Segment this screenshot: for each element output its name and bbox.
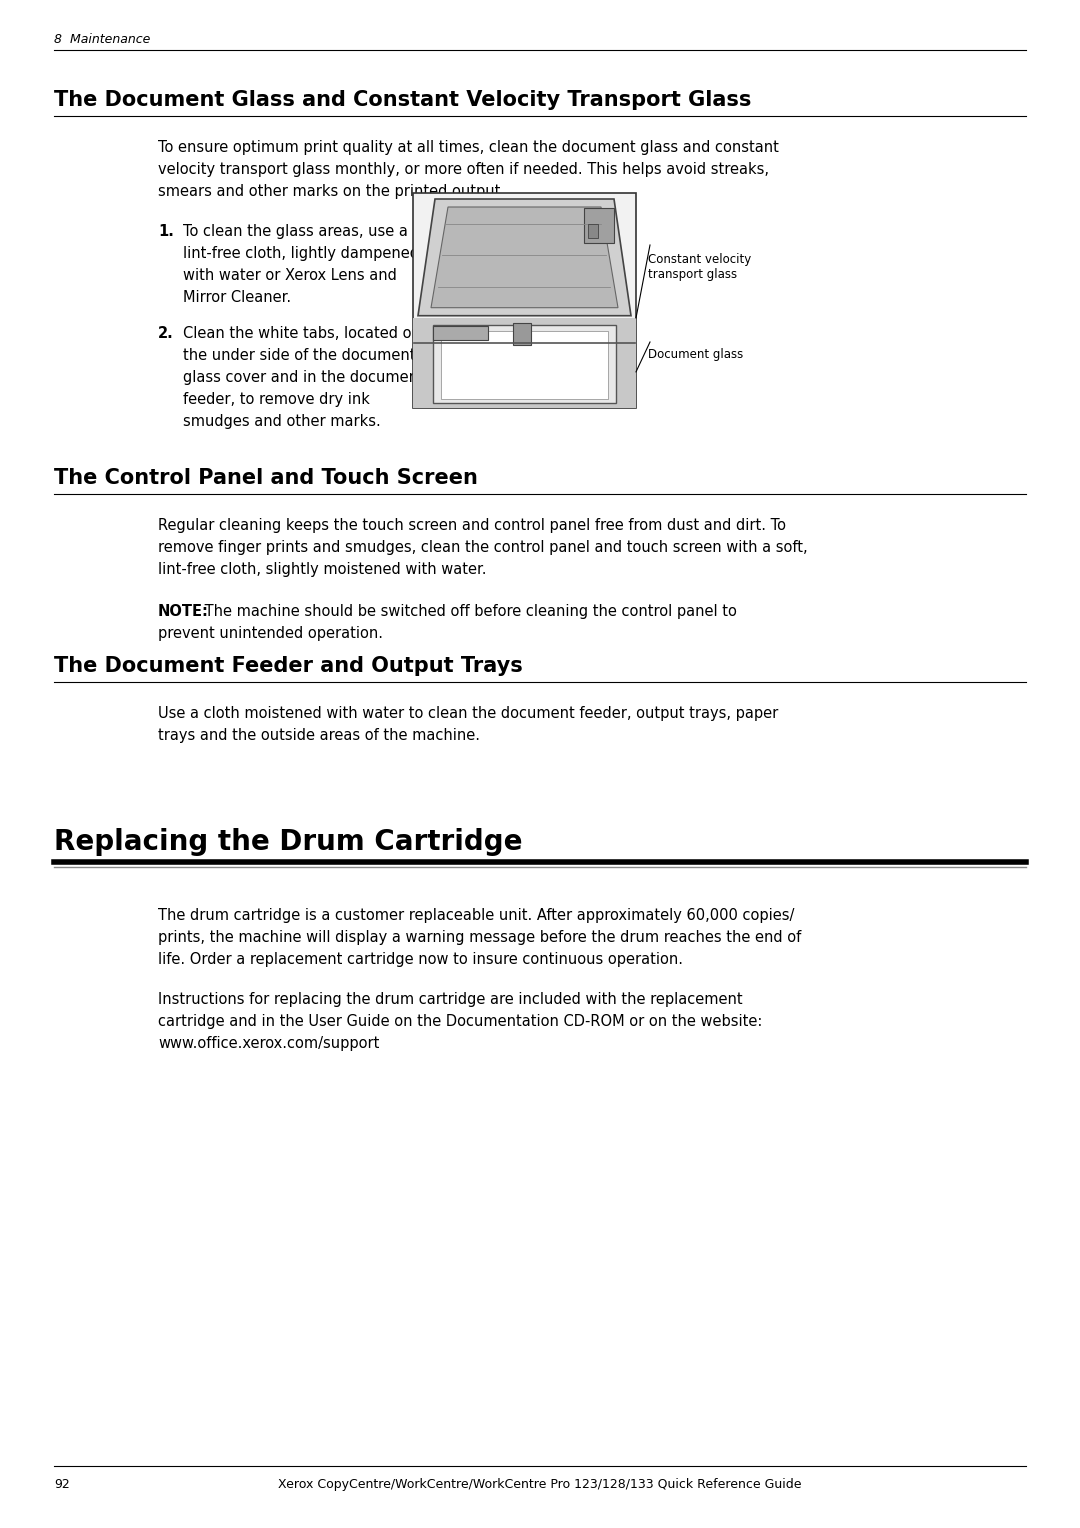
Bar: [433, 327, 488, 341]
Text: To ensure optimum print quality at all times, clean the document glass and const: To ensure optimum print quality at all t…: [158, 141, 779, 154]
Text: Use a cloth moistened with water to clean the document feeder, output trays, pap: Use a cloth moistened with water to clea…: [158, 706, 779, 721]
Text: Instructions for replacing the drum cartridge are included with the replacement: Instructions for replacing the drum cart…: [158, 992, 743, 1007]
Text: transport glass: transport glass: [648, 267, 738, 281]
Text: www.office.xerox.com/support: www.office.xerox.com/support: [158, 1036, 379, 1051]
Text: lint-free cloth, slightly moistened with water.: lint-free cloth, slightly moistened with…: [158, 562, 486, 578]
Text: remove finger prints and smudges, clean the control panel and touch screen with : remove finger prints and smudges, clean …: [158, 539, 808, 555]
Text: The Control Panel and Touch Screen: The Control Panel and Touch Screen: [54, 468, 477, 487]
Bar: [413, 318, 636, 408]
Text: 92: 92: [54, 1478, 70, 1491]
Text: trays and the outside areas of the machine.: trays and the outside areas of the machi…: [158, 727, 480, 743]
Text: Document glass: Document glass: [648, 348, 743, 361]
Text: The drum cartridge is a customer replaceable unit. After approximately 60,000 co: The drum cartridge is a customer replace…: [158, 908, 795, 923]
Text: cartridge and in the User Guide on the Documentation CD-ROM or on the website:: cartridge and in the User Guide on the D…: [158, 1015, 762, 1028]
Bar: [413, 193, 636, 408]
Text: with water or Xerox Lens and: with water or Xerox Lens and: [183, 267, 396, 283]
Text: Mirror Cleaner.: Mirror Cleaner.: [183, 290, 292, 306]
Text: life. Order a replacement cartridge now to insure continuous operation.: life. Order a replacement cartridge now …: [158, 952, 683, 967]
Text: NOTE:: NOTE:: [158, 604, 208, 619]
Text: Xerox CopyCentre/WorkCentre/WorkCentre Pro 123/128/133 Quick Reference Guide: Xerox CopyCentre/WorkCentre/WorkCentre P…: [279, 1478, 801, 1491]
Text: Constant velocity: Constant velocity: [648, 254, 752, 266]
Text: the under side of the document: the under side of the document: [183, 348, 416, 364]
Text: prints, the machine will display a warning message before the drum reaches the e: prints, the machine will display a warni…: [158, 931, 801, 944]
Bar: [433, 325, 616, 403]
Text: The Document Feeder and Output Trays: The Document Feeder and Output Trays: [54, 656, 523, 675]
Text: Regular cleaning keeps the touch screen and control panel free from dust and dir: Regular cleaning keeps the touch screen …: [158, 518, 786, 533]
Text: The Document Glass and Constant Velocity Transport Glass: The Document Glass and Constant Velocity…: [54, 90, 752, 110]
Text: Replacing the Drum Cartridge: Replacing the Drum Cartridge: [54, 828, 523, 856]
Text: To clean the glass areas, use a: To clean the glass areas, use a: [183, 225, 408, 238]
Text: lint-free cloth, lightly dampened: lint-free cloth, lightly dampened: [183, 246, 419, 261]
Text: 1.: 1.: [158, 225, 174, 238]
Text: feeder, to remove dry ink: feeder, to remove dry ink: [183, 393, 369, 406]
Text: smears and other marks on the printed output.: smears and other marks on the printed ou…: [158, 183, 505, 199]
Text: velocity transport glass monthly, or more often if needed. This helps avoid stre: velocity transport glass monthly, or mor…: [158, 162, 769, 177]
Text: The machine should be switched off before cleaning the control panel to: The machine should be switched off befor…: [200, 604, 737, 619]
Polygon shape: [418, 199, 631, 316]
Polygon shape: [431, 206, 618, 307]
Bar: [513, 324, 531, 345]
Text: prevent unintended operation.: prevent unintended operation.: [158, 626, 383, 642]
Text: 2.: 2.: [158, 325, 174, 341]
Text: glass cover and in the document: glass cover and in the document: [183, 370, 423, 385]
Text: 8  Maintenance: 8 Maintenance: [54, 34, 150, 46]
Bar: [584, 208, 615, 243]
Bar: [441, 332, 608, 399]
Bar: [588, 225, 598, 238]
Text: Clean the white tabs, located on: Clean the white tabs, located on: [183, 325, 421, 341]
Text: smudges and other marks.: smudges and other marks.: [183, 414, 381, 429]
